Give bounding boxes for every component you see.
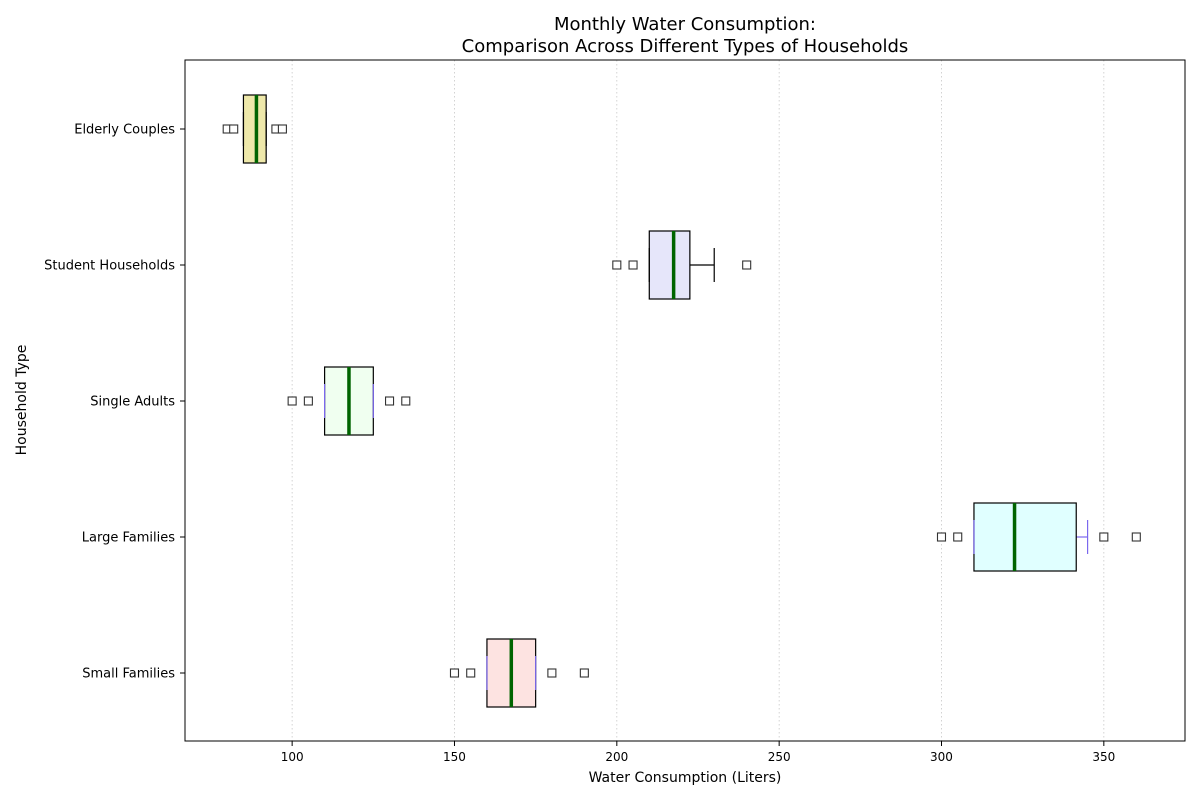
- x-axis-label: Water Consumption (Liters): [589, 770, 782, 786]
- y-tick-label: Single Adults: [90, 395, 175, 410]
- outlier-point: [287, 396, 297, 406]
- x-tick-label: 350: [1092, 750, 1115, 764]
- y-axis-label: Household Type: [14, 345, 30, 456]
- boxes-layer: [222, 94, 1141, 708]
- outlier-point: [612, 260, 622, 270]
- outlier-point: [936, 532, 947, 542]
- outlier-point: [579, 668, 589, 678]
- chart-title-line2: Comparison Across Different Types of Hou…: [462, 36, 909, 57]
- box-group: [287, 366, 411, 436]
- x-tick-label: 300: [930, 750, 953, 764]
- y-axis-ticks: Small Families Large Families Single Adult…: [44, 123, 185, 682]
- outlier-point: [229, 124, 239, 134]
- box-group: [936, 502, 1141, 572]
- box-iqr: [648, 230, 691, 300]
- outlier-point: [466, 668, 476, 678]
- outlier-point: [401, 396, 411, 406]
- outlier-point: [303, 396, 313, 406]
- outlier-point: [742, 260, 752, 270]
- x-tick-label: 250: [768, 750, 791, 764]
- box-group: [449, 638, 589, 708]
- x-tick-label: 150: [443, 750, 466, 764]
- y-tick-label: Student Households: [44, 259, 175, 274]
- y-tick-label: Elderly Couples: [74, 123, 175, 138]
- outlier-point: [1099, 532, 1109, 542]
- y-tick-label: Large Families: [82, 531, 175, 546]
- outlier-point: [277, 124, 287, 134]
- x-tick-label: 200: [605, 750, 628, 764]
- y-tick-label: Small Families: [82, 667, 175, 682]
- grid-lines: [291, 60, 1105, 741]
- outlier-point: [449, 668, 460, 678]
- outlier-point: [547, 668, 557, 678]
- outlier-point: [628, 260, 638, 270]
- box-iqr: [973, 502, 1077, 572]
- x-axis-ticks: 100 150 200 250 300 350: [281, 741, 1115, 764]
- outlier-point: [1131, 532, 1141, 542]
- box-group: [222, 94, 287, 164]
- box-group: [612, 230, 752, 300]
- x-tick-label: 100: [281, 750, 304, 764]
- outlier-point: [953, 532, 963, 542]
- outlier-point: [384, 396, 395, 406]
- chart-title-line1: Monthly Water Consumption:: [554, 14, 816, 35]
